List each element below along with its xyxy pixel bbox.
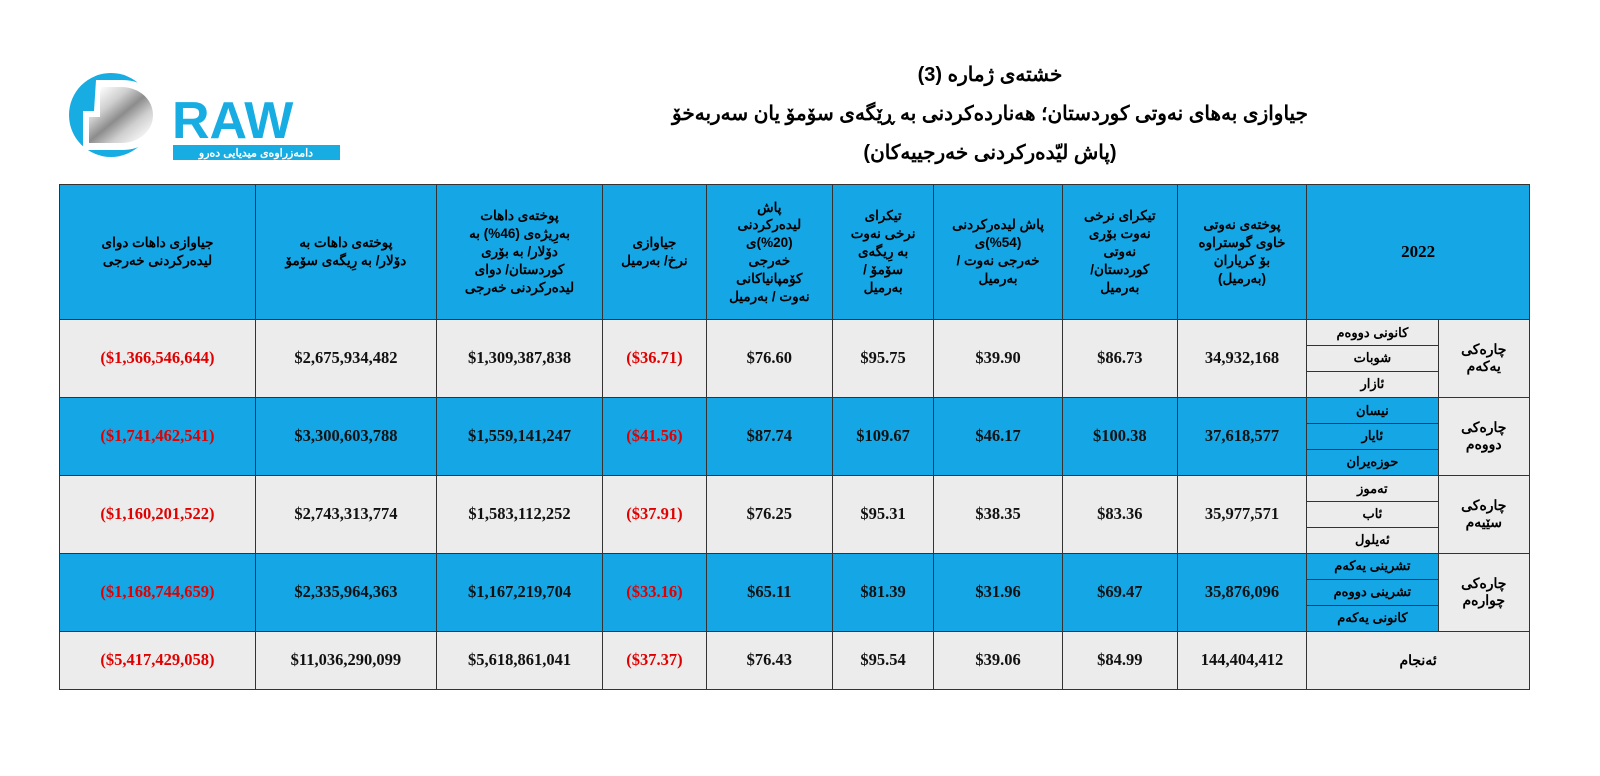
svg-text:دامەزراوەی میدیایی دەرو: دامەزراوەی میدیایی دەرو bbox=[198, 148, 313, 160]
svg-text:RAW: RAW bbox=[172, 92, 294, 150]
